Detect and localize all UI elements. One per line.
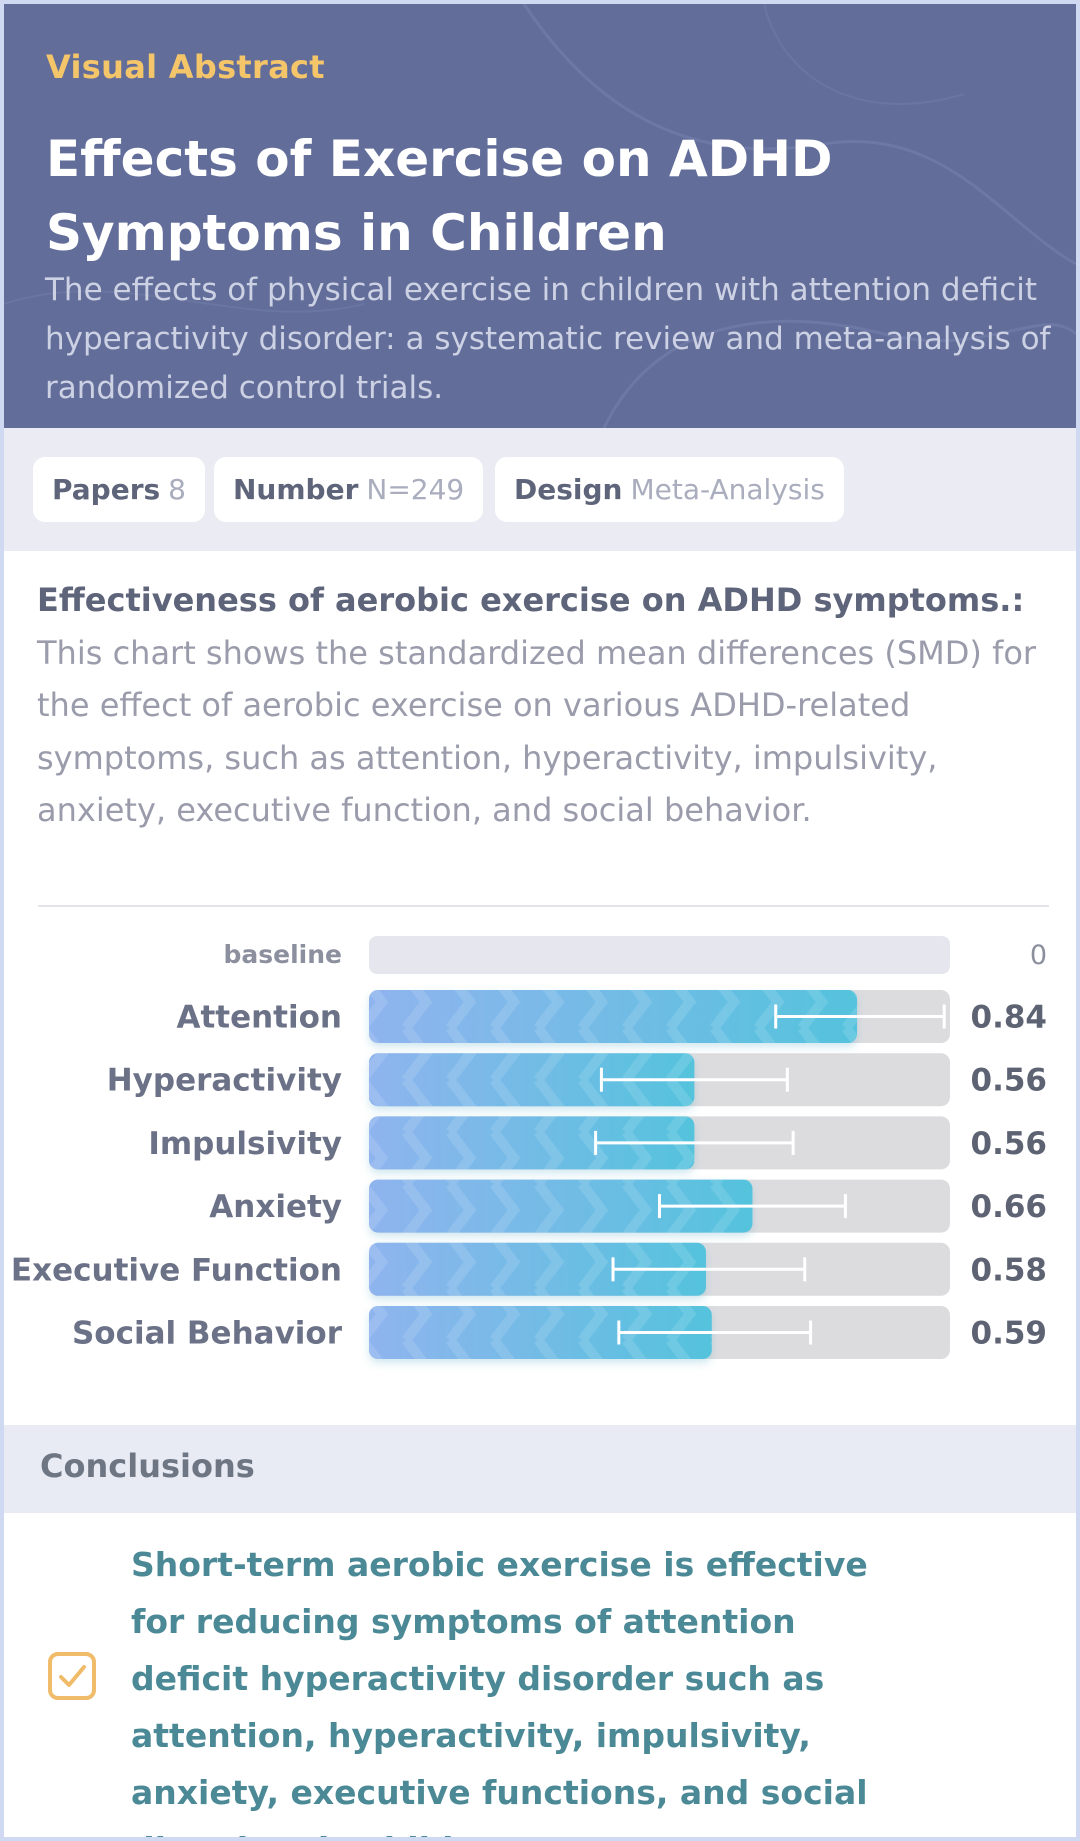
category-label: Impulsivity (148, 1126, 342, 1162)
value-label: 0.56 (971, 1063, 1048, 1099)
checkbox-icon (48, 1652, 96, 1700)
baseline-label: baseline (224, 940, 343, 969)
bar-texture (369, 990, 858, 1043)
stat-value: N=249 (366, 473, 465, 506)
header-banner: Visual Abstract Effects of Exercise on A… (4, 4, 1076, 428)
value-label: 0.58 (971, 1252, 1048, 1288)
conclusions-header: Conclusions (4, 1425, 1076, 1513)
divider (38, 905, 1049, 907)
baseline-track (369, 936, 950, 974)
category-label: Attention (176, 1000, 342, 1036)
conclusion-text: Short-term aerobic exercise is effective… (131, 1545, 868, 1837)
stat-label: Papers (52, 473, 161, 506)
stat-design: Design Meta-Analysis (495, 457, 844, 522)
value-label: 0.84 (971, 1000, 1048, 1036)
bar-texture (369, 1242, 706, 1296)
eyebrow-label: Visual Abstract (46, 48, 325, 86)
category-label: Executive Function (11, 1252, 342, 1288)
stat-label: Number (233, 473, 359, 506)
header-texture (4, 4, 1076, 428)
value-label: 0.66 (971, 1189, 1048, 1225)
stat-value: Meta-Analysis (630, 473, 825, 506)
bar-texture (369, 1053, 695, 1107)
smd-bar-chart: baseline 0 Attention 0.84 Hyperactivity 0.56 I… (11, 936, 1048, 1359)
chart-description: Effectiveness of aerobic exercise on ADH… (37, 574, 1037, 837)
category-label: Hyperactivity (107, 1063, 342, 1099)
stats-band: Papers 8 Number N=249 Design Meta-Analys… (4, 428, 1076, 551)
page-title: Effects of Exercise on ADHD Symptoms in … (46, 130, 833, 262)
chart-caption: This chart shows the standardized mean d… (37, 633, 1037, 830)
category-label: Social Behavior (72, 1316, 343, 1352)
baseline-value: 0 (1030, 940, 1047, 971)
paper-citation: The effects of physical exercise in chil… (45, 272, 1051, 406)
category-label: Anxiety (209, 1189, 342, 1225)
bar-texture (369, 1306, 712, 1359)
stat-papers: Papers 8 (33, 457, 205, 522)
chart-title: Effectiveness of aerobic exercise on ADH… (37, 581, 1025, 619)
stat-label: Design (514, 473, 623, 506)
conclusions-title: Conclusions (40, 1447, 255, 1485)
value-label: 0.56 (971, 1126, 1048, 1162)
stat-value: 8 (168, 473, 186, 506)
stat-number: Number N=249 (214, 457, 484, 522)
bar-texture (369, 1116, 695, 1170)
value-label: 0.59 (971, 1316, 1048, 1352)
bar-texture (369, 1179, 753, 1233)
